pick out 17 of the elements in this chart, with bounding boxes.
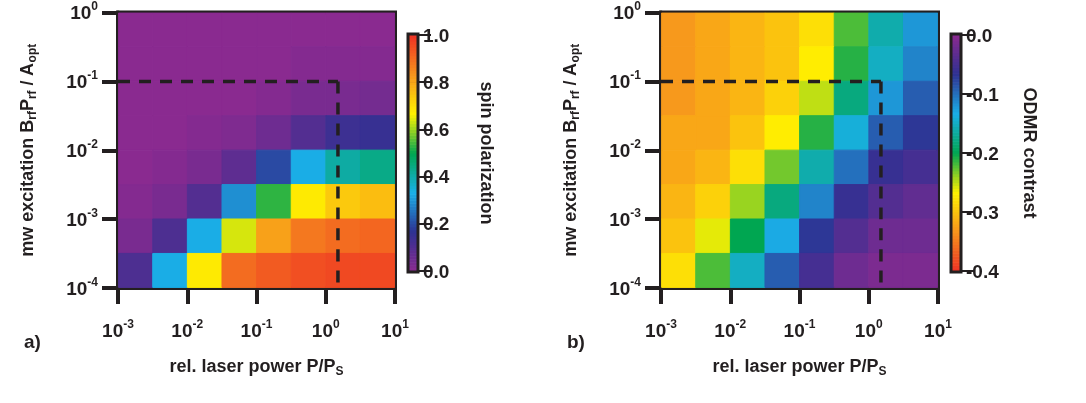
- color-bar-title: ODMR contrast: [1019, 87, 1040, 219]
- color-bar-label: -0.4: [966, 260, 1000, 282]
- color-bar-label: 1.0: [423, 24, 450, 46]
- text: b): [567, 331, 585, 352]
- y-axis-title: mw excitation BrfPrf / Aopt: [559, 43, 582, 257]
- color-bar-label: 0.2: [423, 213, 450, 235]
- y-axis-title: mw excitation BrfPrf / Aopt: [16, 43, 39, 257]
- color-bar-label: -0.2: [966, 142, 999, 164]
- color-bar-label: 0.4: [423, 166, 450, 188]
- color-bar-label: 0.6: [423, 118, 450, 140]
- color-bar-label: 0.0: [423, 260, 450, 282]
- color-bar-label: -0.3: [966, 201, 999, 223]
- color-bar-title: spin polarization: [476, 81, 497, 225]
- color-bar-label: 0.8: [423, 71, 450, 93]
- color-bar-label: 0.0: [966, 24, 993, 46]
- text: a): [24, 331, 41, 352]
- color-bar-label: -0.1: [966, 83, 1000, 105]
